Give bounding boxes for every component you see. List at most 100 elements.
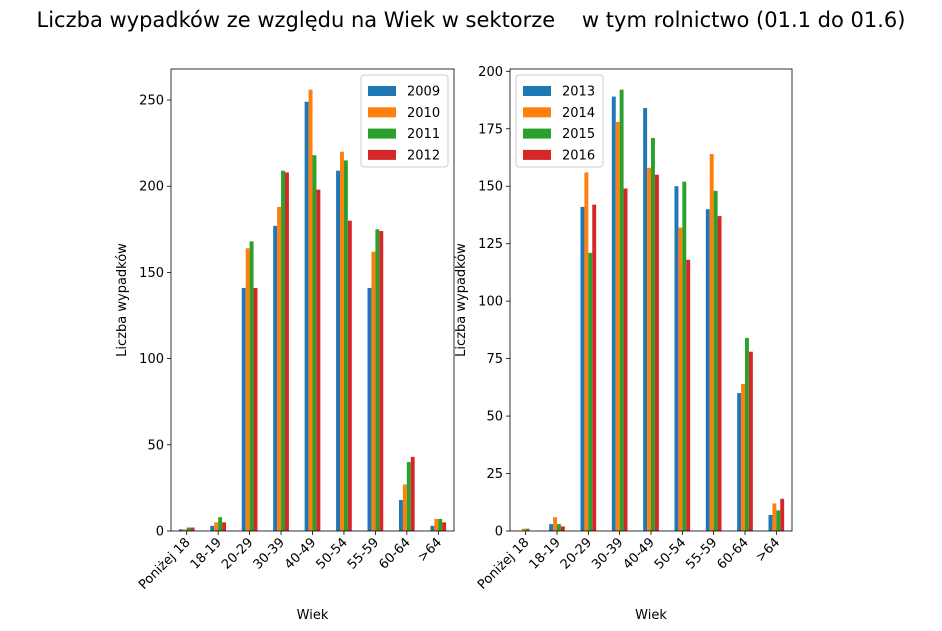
y-tick-label: 50 xyxy=(486,410,503,425)
chart-panel-1: 0 50 100 150 200 250 Poniżej 1818-1920-2930-39… xyxy=(115,68,455,623)
bar-2009-7 xyxy=(398,499,403,531)
bar-2016-3 xyxy=(623,188,628,531)
bar-2016-7 xyxy=(748,351,753,531)
bar-2009-1 xyxy=(210,525,215,531)
bar-2016-6 xyxy=(717,216,722,531)
x-tick-label: 60-64 xyxy=(715,535,752,572)
bar-2010-0 xyxy=(182,529,187,531)
x-tick-label: Poniżej 18 xyxy=(475,535,532,592)
x-tick-label: 20-29 xyxy=(219,535,256,572)
bar-2016-5 xyxy=(686,259,691,531)
y-tick-label: 75 xyxy=(486,352,503,367)
y-tick-label: 50 xyxy=(147,438,164,453)
bar-2014-7 xyxy=(741,383,745,531)
bar-2016-8 xyxy=(780,498,785,531)
y-tick-label: 125 xyxy=(478,237,503,252)
legend: 2013 2014 2015 2016 xyxy=(515,74,604,168)
y-tick-label: 150 xyxy=(478,180,503,195)
legend-label-2015: 2015 xyxy=(562,127,595,142)
bar-2015-1 xyxy=(557,524,561,531)
x-tick-label: 30-39 xyxy=(251,535,288,572)
legend-swatch-2013 xyxy=(523,86,551,96)
y-axis-label: Liczba wypadków xyxy=(454,243,469,357)
bar-2013-7 xyxy=(737,393,742,531)
bar-2010-3 xyxy=(277,206,282,531)
bar-2014-6 xyxy=(709,154,714,532)
bar-2009-8 xyxy=(430,525,435,531)
bar-2009-5 xyxy=(336,170,341,531)
bar-2011-3 xyxy=(281,170,285,531)
bar-2014-5 xyxy=(678,227,683,531)
legend: 2009 2010 2011 2012 xyxy=(360,74,449,168)
bar-2014-0 xyxy=(521,528,526,531)
x-tick-label: Poniżej 18 xyxy=(136,535,193,592)
bar-2010-1 xyxy=(214,522,219,531)
legend-label-2011: 2011 xyxy=(407,127,440,142)
x-tick-label: >64 xyxy=(753,535,783,565)
y-tick-label: 250 xyxy=(139,94,164,109)
x-tick-label: 50-54 xyxy=(652,535,689,572)
bar-2012-6 xyxy=(379,231,384,532)
bar-2013-6 xyxy=(705,209,710,531)
bar-2013-2 xyxy=(580,206,585,531)
bar-2011-1 xyxy=(218,517,223,531)
bar-2015-6 xyxy=(713,190,718,531)
bar-2011-4 xyxy=(312,155,317,531)
x-tick-label: 60-64 xyxy=(376,535,413,572)
bar-2010-7 xyxy=(402,484,407,531)
bar-2014-8 xyxy=(772,503,777,531)
y-tick-label: 25 xyxy=(486,467,503,482)
x-axis-label: Wiek xyxy=(297,608,329,623)
legend-swatch-2010 xyxy=(368,107,396,118)
legend-label-2012: 2012 xyxy=(407,148,440,163)
bar-2009-6 xyxy=(367,287,372,531)
bar-2011-2 xyxy=(249,241,254,531)
bar-2010-5 xyxy=(340,151,344,531)
legend-swatch-2014 xyxy=(523,107,551,118)
bar-2015-5 xyxy=(682,181,687,531)
x-tick-label: 30-39 xyxy=(589,535,626,572)
x-tick-label: 18-19 xyxy=(527,535,564,572)
legend-swatch-2011 xyxy=(368,128,396,139)
x-tick-label: 50-54 xyxy=(313,535,350,572)
bar-2015-4 xyxy=(651,137,655,531)
bar-2012-8 xyxy=(442,522,447,531)
y-tick-label: 0 xyxy=(156,525,164,540)
bar-2009-4 xyxy=(304,101,309,531)
x-tick-label: >64 xyxy=(415,535,445,565)
legend-swatch-2012 xyxy=(368,149,396,160)
bar-2016-1 xyxy=(560,526,565,531)
y-tick-label: 200 xyxy=(478,65,503,80)
bar-2014-2 xyxy=(584,172,589,531)
bar-2012-3 xyxy=(284,172,289,531)
y-tick-label: 100 xyxy=(139,352,164,367)
x-tick-label: 18-19 xyxy=(188,535,225,572)
bar-2009-2 xyxy=(241,287,246,531)
legend-label-2016: 2016 xyxy=(562,148,595,163)
x-tick-label: 55-59 xyxy=(683,535,720,572)
legend-label-2014: 2014 xyxy=(562,106,595,121)
bar-2010-6 xyxy=(371,251,376,532)
bar-2011-8 xyxy=(438,518,443,531)
bar-2013-8 xyxy=(768,514,773,531)
bar-2011-7 xyxy=(406,462,411,531)
bar-2015-7 xyxy=(745,337,749,531)
bar-2013-1 xyxy=(549,524,554,531)
bar-2016-4 xyxy=(654,174,659,532)
bar-2014-1 xyxy=(553,517,557,531)
bar-2015-8 xyxy=(776,510,781,531)
y-tick-label: 100 xyxy=(478,295,503,310)
bar-2013-4 xyxy=(643,108,648,531)
bar-2014-3 xyxy=(615,121,620,532)
x-tick-label: 40-49 xyxy=(621,535,658,572)
legend-box xyxy=(360,74,449,168)
bar-2015-0 xyxy=(525,528,530,531)
bar-2010-2 xyxy=(245,248,250,531)
y-tick-label: 200 xyxy=(139,180,164,195)
bar-2012-5 xyxy=(347,220,352,531)
bar-2012-4 xyxy=(316,189,321,532)
figure-title: Liczba wypadków ze względu na Wiek w sek… xyxy=(36,8,906,32)
y-axis-label: Liczba wypadków xyxy=(115,243,130,357)
